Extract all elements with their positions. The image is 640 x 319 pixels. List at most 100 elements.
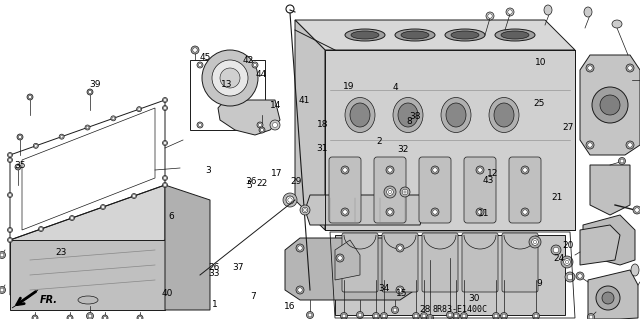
Text: 9: 9 [537, 279, 542, 288]
Circle shape [303, 209, 307, 211]
Circle shape [33, 316, 36, 319]
Circle shape [8, 229, 12, 231]
Circle shape [388, 190, 392, 194]
Circle shape [270, 120, 280, 130]
Circle shape [259, 123, 262, 127]
Circle shape [88, 90, 92, 94]
Circle shape [28, 95, 31, 99]
Circle shape [431, 166, 439, 174]
Text: 8R83-E1400C: 8R83-E1400C [433, 306, 488, 315]
Circle shape [454, 314, 458, 318]
Circle shape [384, 186, 396, 198]
Circle shape [478, 168, 482, 172]
Circle shape [198, 63, 202, 67]
Circle shape [164, 99, 166, 101]
Circle shape [163, 98, 168, 102]
Circle shape [388, 210, 392, 214]
Circle shape [338, 256, 342, 260]
Circle shape [8, 238, 13, 242]
Circle shape [197, 122, 203, 128]
Circle shape [396, 286, 404, 294]
Circle shape [403, 190, 407, 194]
Polygon shape [295, 20, 575, 50]
Circle shape [88, 314, 92, 318]
Circle shape [433, 168, 437, 172]
Circle shape [193, 48, 197, 52]
Circle shape [111, 116, 116, 121]
Text: 14: 14 [269, 101, 281, 110]
Circle shape [506, 8, 514, 16]
Text: 28: 28 [419, 305, 431, 314]
Circle shape [8, 227, 13, 233]
Circle shape [164, 107, 166, 109]
Text: 39: 39 [89, 80, 100, 89]
Circle shape [19, 135, 22, 139]
Circle shape [197, 62, 203, 68]
Circle shape [561, 256, 573, 268]
Circle shape [340, 313, 348, 319]
Circle shape [343, 210, 347, 214]
FancyBboxPatch shape [464, 157, 496, 223]
Ellipse shape [446, 103, 466, 127]
Circle shape [70, 217, 74, 219]
Circle shape [60, 135, 63, 138]
Text: 18: 18 [317, 120, 329, 129]
FancyBboxPatch shape [382, 233, 418, 292]
Circle shape [86, 313, 93, 319]
Text: FR.: FR. [40, 295, 58, 305]
Text: 19: 19 [343, 82, 355, 91]
Text: 13: 13 [221, 80, 233, 89]
Circle shape [386, 208, 394, 216]
Circle shape [588, 66, 592, 70]
Circle shape [462, 314, 466, 318]
Circle shape [626, 141, 634, 149]
Circle shape [0, 251, 6, 258]
Circle shape [529, 236, 541, 248]
Circle shape [551, 245, 561, 255]
Circle shape [288, 198, 292, 202]
Text: 40: 40 [162, 289, 173, 298]
Text: 20: 20 [563, 241, 574, 250]
Circle shape [336, 254, 344, 262]
Text: 7: 7 [250, 292, 255, 301]
FancyBboxPatch shape [462, 233, 498, 292]
Circle shape [163, 106, 168, 110]
Text: 30: 30 [468, 294, 479, 303]
Polygon shape [165, 185, 210, 310]
Ellipse shape [544, 5, 552, 15]
Polygon shape [325, 50, 575, 230]
Circle shape [164, 184, 166, 186]
Circle shape [356, 311, 364, 318]
Circle shape [521, 166, 529, 174]
Circle shape [298, 246, 302, 250]
Circle shape [532, 239, 538, 245]
Ellipse shape [441, 98, 471, 132]
FancyBboxPatch shape [419, 157, 451, 223]
Circle shape [102, 315, 108, 319]
Ellipse shape [489, 98, 519, 132]
Polygon shape [590, 165, 630, 215]
Text: 35: 35 [15, 161, 26, 170]
Circle shape [302, 207, 308, 213]
Ellipse shape [445, 29, 485, 41]
Circle shape [588, 314, 595, 319]
Circle shape [488, 14, 492, 18]
Text: 16: 16 [284, 302, 295, 311]
Circle shape [452, 313, 460, 319]
Circle shape [163, 140, 168, 145]
Text: 21: 21 [551, 193, 563, 202]
Circle shape [386, 166, 394, 174]
Circle shape [586, 141, 594, 149]
Circle shape [8, 159, 12, 161]
Circle shape [387, 189, 394, 195]
Text: 24: 24 [553, 254, 564, 263]
Circle shape [534, 314, 538, 318]
Text: 5: 5 [247, 181, 252, 189]
Ellipse shape [395, 29, 435, 41]
Circle shape [493, 313, 499, 319]
Text: 22: 22 [257, 179, 268, 188]
Circle shape [343, 168, 347, 172]
Circle shape [398, 246, 402, 250]
Circle shape [102, 206, 104, 208]
Ellipse shape [612, 20, 622, 28]
